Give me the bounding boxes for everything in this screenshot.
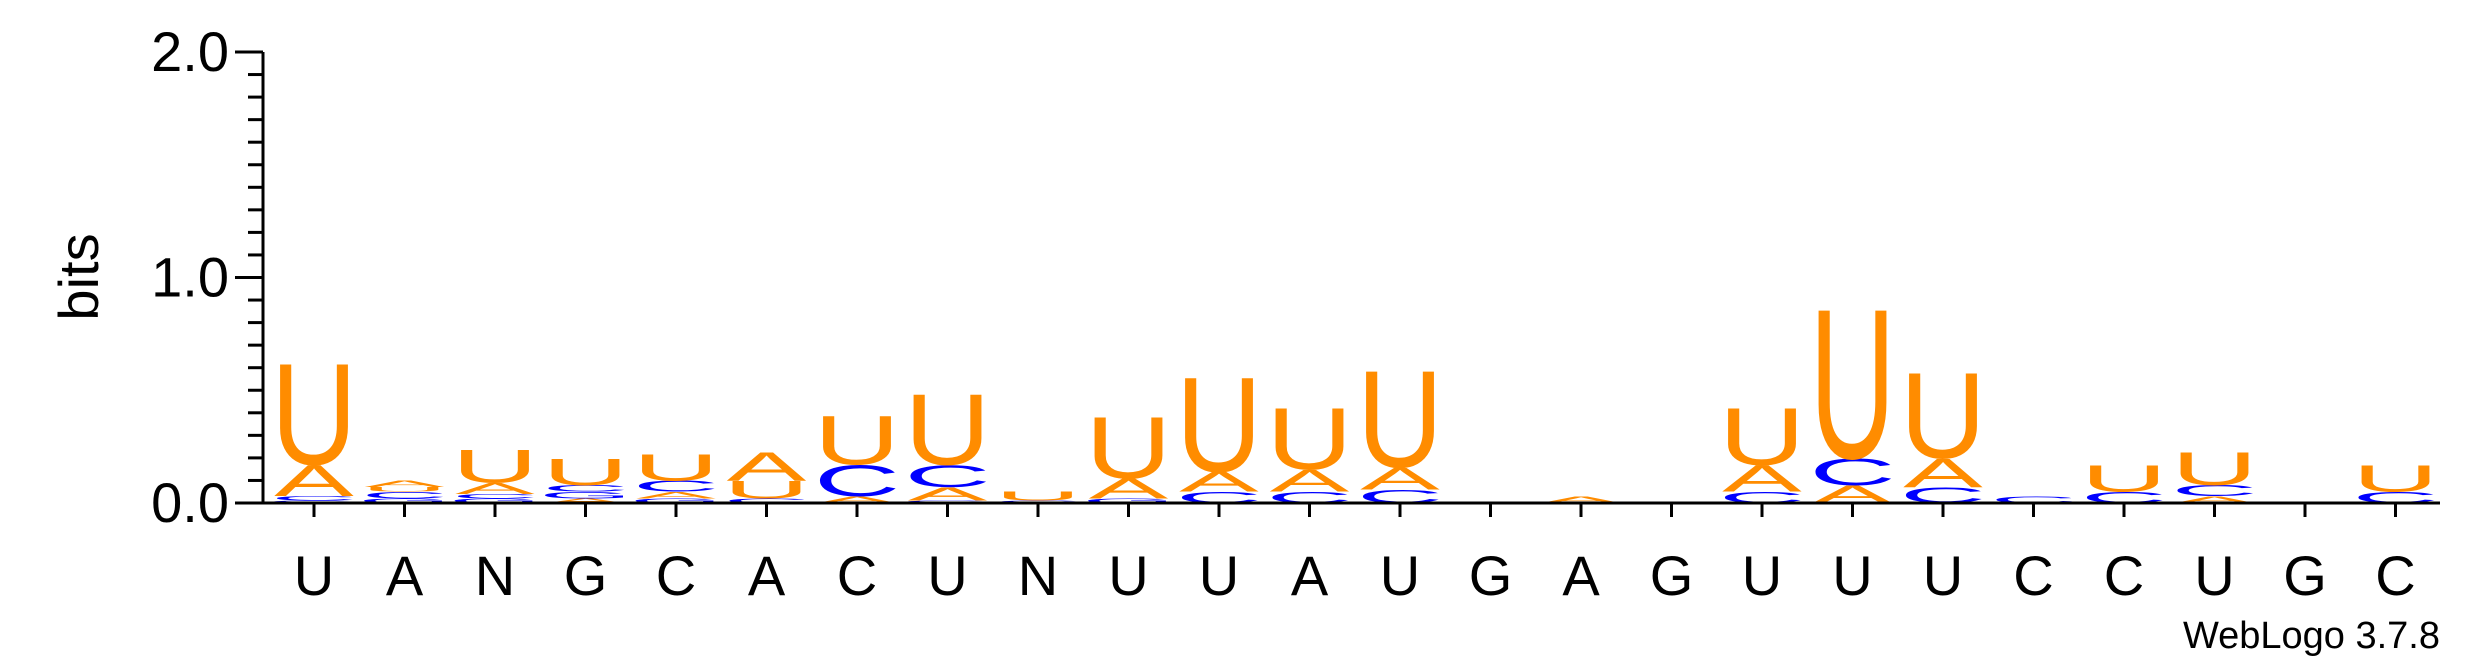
logo-letter-a: A	[1541, 494, 1621, 505]
logo-letter-g: G	[539, 490, 632, 501]
logo-letter-c: C	[633, 478, 719, 496]
x-tick-label: U	[1199, 544, 1239, 607]
logo-letter-a: A	[1903, 450, 1983, 496]
logo-letter-u: U	[904, 374, 990, 486]
logo-letter-c: C	[542, 483, 628, 494]
x-tick-label: C	[2104, 544, 2144, 607]
x-tick-label: C	[2375, 544, 2415, 607]
logo-letter-u: U	[1357, 343, 1443, 497]
logo-letter-a: A	[727, 443, 807, 489]
logo-letter-g: G	[630, 497, 723, 504]
logo-letter-g: G	[1082, 497, 1175, 504]
logo-letter-u: U	[814, 402, 900, 479]
x-tick-label: U	[2194, 544, 2234, 607]
logo-letter-c: C	[1990, 494, 2076, 505]
x-tick-label: A	[748, 544, 786, 607]
weblogo-credit: WebLogo 3.7.8	[2183, 615, 2440, 657]
x-tick-label: G	[2283, 544, 2327, 607]
logo-letter-a: A	[1360, 461, 1441, 496]
logo-letter-a: A	[1722, 458, 1802, 500]
x-tick-label: U	[1923, 544, 1963, 607]
logo-letter-a: A	[1089, 473, 1169, 505]
logo-letter-u: U	[2081, 458, 2167, 500]
logo-letter-c: C	[814, 457, 900, 506]
logo-letter-u: U	[452, 441, 538, 494]
logo-letter-u: U	[1809, 264, 1895, 504]
x-tick-label: N	[1018, 544, 1058, 607]
x-tick-label: G	[1650, 544, 1694, 607]
logo-letter-u: U	[271, 334, 357, 495]
logo-letter-u: U	[723, 476, 809, 504]
x-tick-label: U	[1380, 544, 1420, 607]
logo-letter-u: U	[995, 489, 1081, 503]
logo-letter-c: C	[361, 490, 447, 501]
logo-letter-u: U	[1085, 399, 1171, 497]
logo-letter-a: A	[365, 479, 445, 490]
logo-letter-u: U	[1266, 390, 1352, 488]
logo-letter-c: C	[271, 495, 357, 502]
logo-letter-a: A	[908, 484, 988, 505]
logo-letter-u: U	[542, 451, 628, 493]
logo-letter-a: A	[1270, 463, 1351, 498]
logo-letter-a: A	[636, 490, 716, 501]
logo-letter-c: C	[2171, 482, 2257, 500]
logo-letter-u: U	[1176, 349, 1262, 501]
logo-letter-a: A	[455, 480, 535, 498]
x-tick-label: C	[2013, 544, 2053, 607]
y-ticks: 0.0 1.0 2.0	[151, 20, 263, 534]
x-tick-label: C	[837, 544, 877, 607]
logo-letter-a: A	[817, 494, 897, 505]
logo-letter-a: A	[2175, 494, 2255, 505]
x-tick-label: U	[1108, 544, 1148, 607]
logo-letter-a: A	[546, 497, 626, 504]
logo-letter-a: A	[1179, 466, 1259, 498]
logo-letter-g: G	[449, 497, 542, 504]
logo-letter-c: C	[452, 493, 538, 500]
logo-stacks: GCAUGCUAGCAUAGCUGACUCUAACUGACUCUGAUCAUCA…	[268, 264, 2439, 509]
x-tick-label: U	[1832, 544, 1872, 607]
logo-letter-u: U	[2352, 458, 2438, 500]
logo-letter-u: U	[2171, 443, 2257, 496]
logo-letter-c: C	[904, 459, 990, 494]
x-tick-label: A	[386, 544, 424, 607]
logo-letter-u: U	[361, 486, 447, 493]
x-tick-label: C	[656, 544, 696, 607]
logo-letter-c: C	[1809, 451, 1895, 493]
x-tick-label: U	[1742, 544, 1782, 607]
logo-letter-g: G	[358, 497, 451, 504]
logo-letter-a: A	[274, 456, 354, 505]
y-axis-label: bits	[47, 233, 110, 320]
x-tick-label: G	[564, 544, 608, 607]
x-tick-label: A	[1562, 544, 1600, 607]
x-tick-label: U	[927, 544, 967, 607]
x-tick-label: N	[475, 544, 515, 607]
logo-letter-u: U	[1719, 390, 1805, 482]
x-tick-label: A	[1291, 544, 1329, 607]
x-tick-label: G	[1469, 544, 1513, 607]
y-tick-label: 2.0	[151, 20, 229, 83]
logo-letter-u: U	[1900, 346, 1986, 484]
logo-letter-u: U	[633, 446, 719, 488]
logo-letter-c: C	[723, 497, 809, 504]
y-tick-label: 0.0	[151, 471, 229, 534]
y-tick-label: 1.0	[151, 246, 229, 309]
x-tick-label: U	[294, 544, 334, 607]
